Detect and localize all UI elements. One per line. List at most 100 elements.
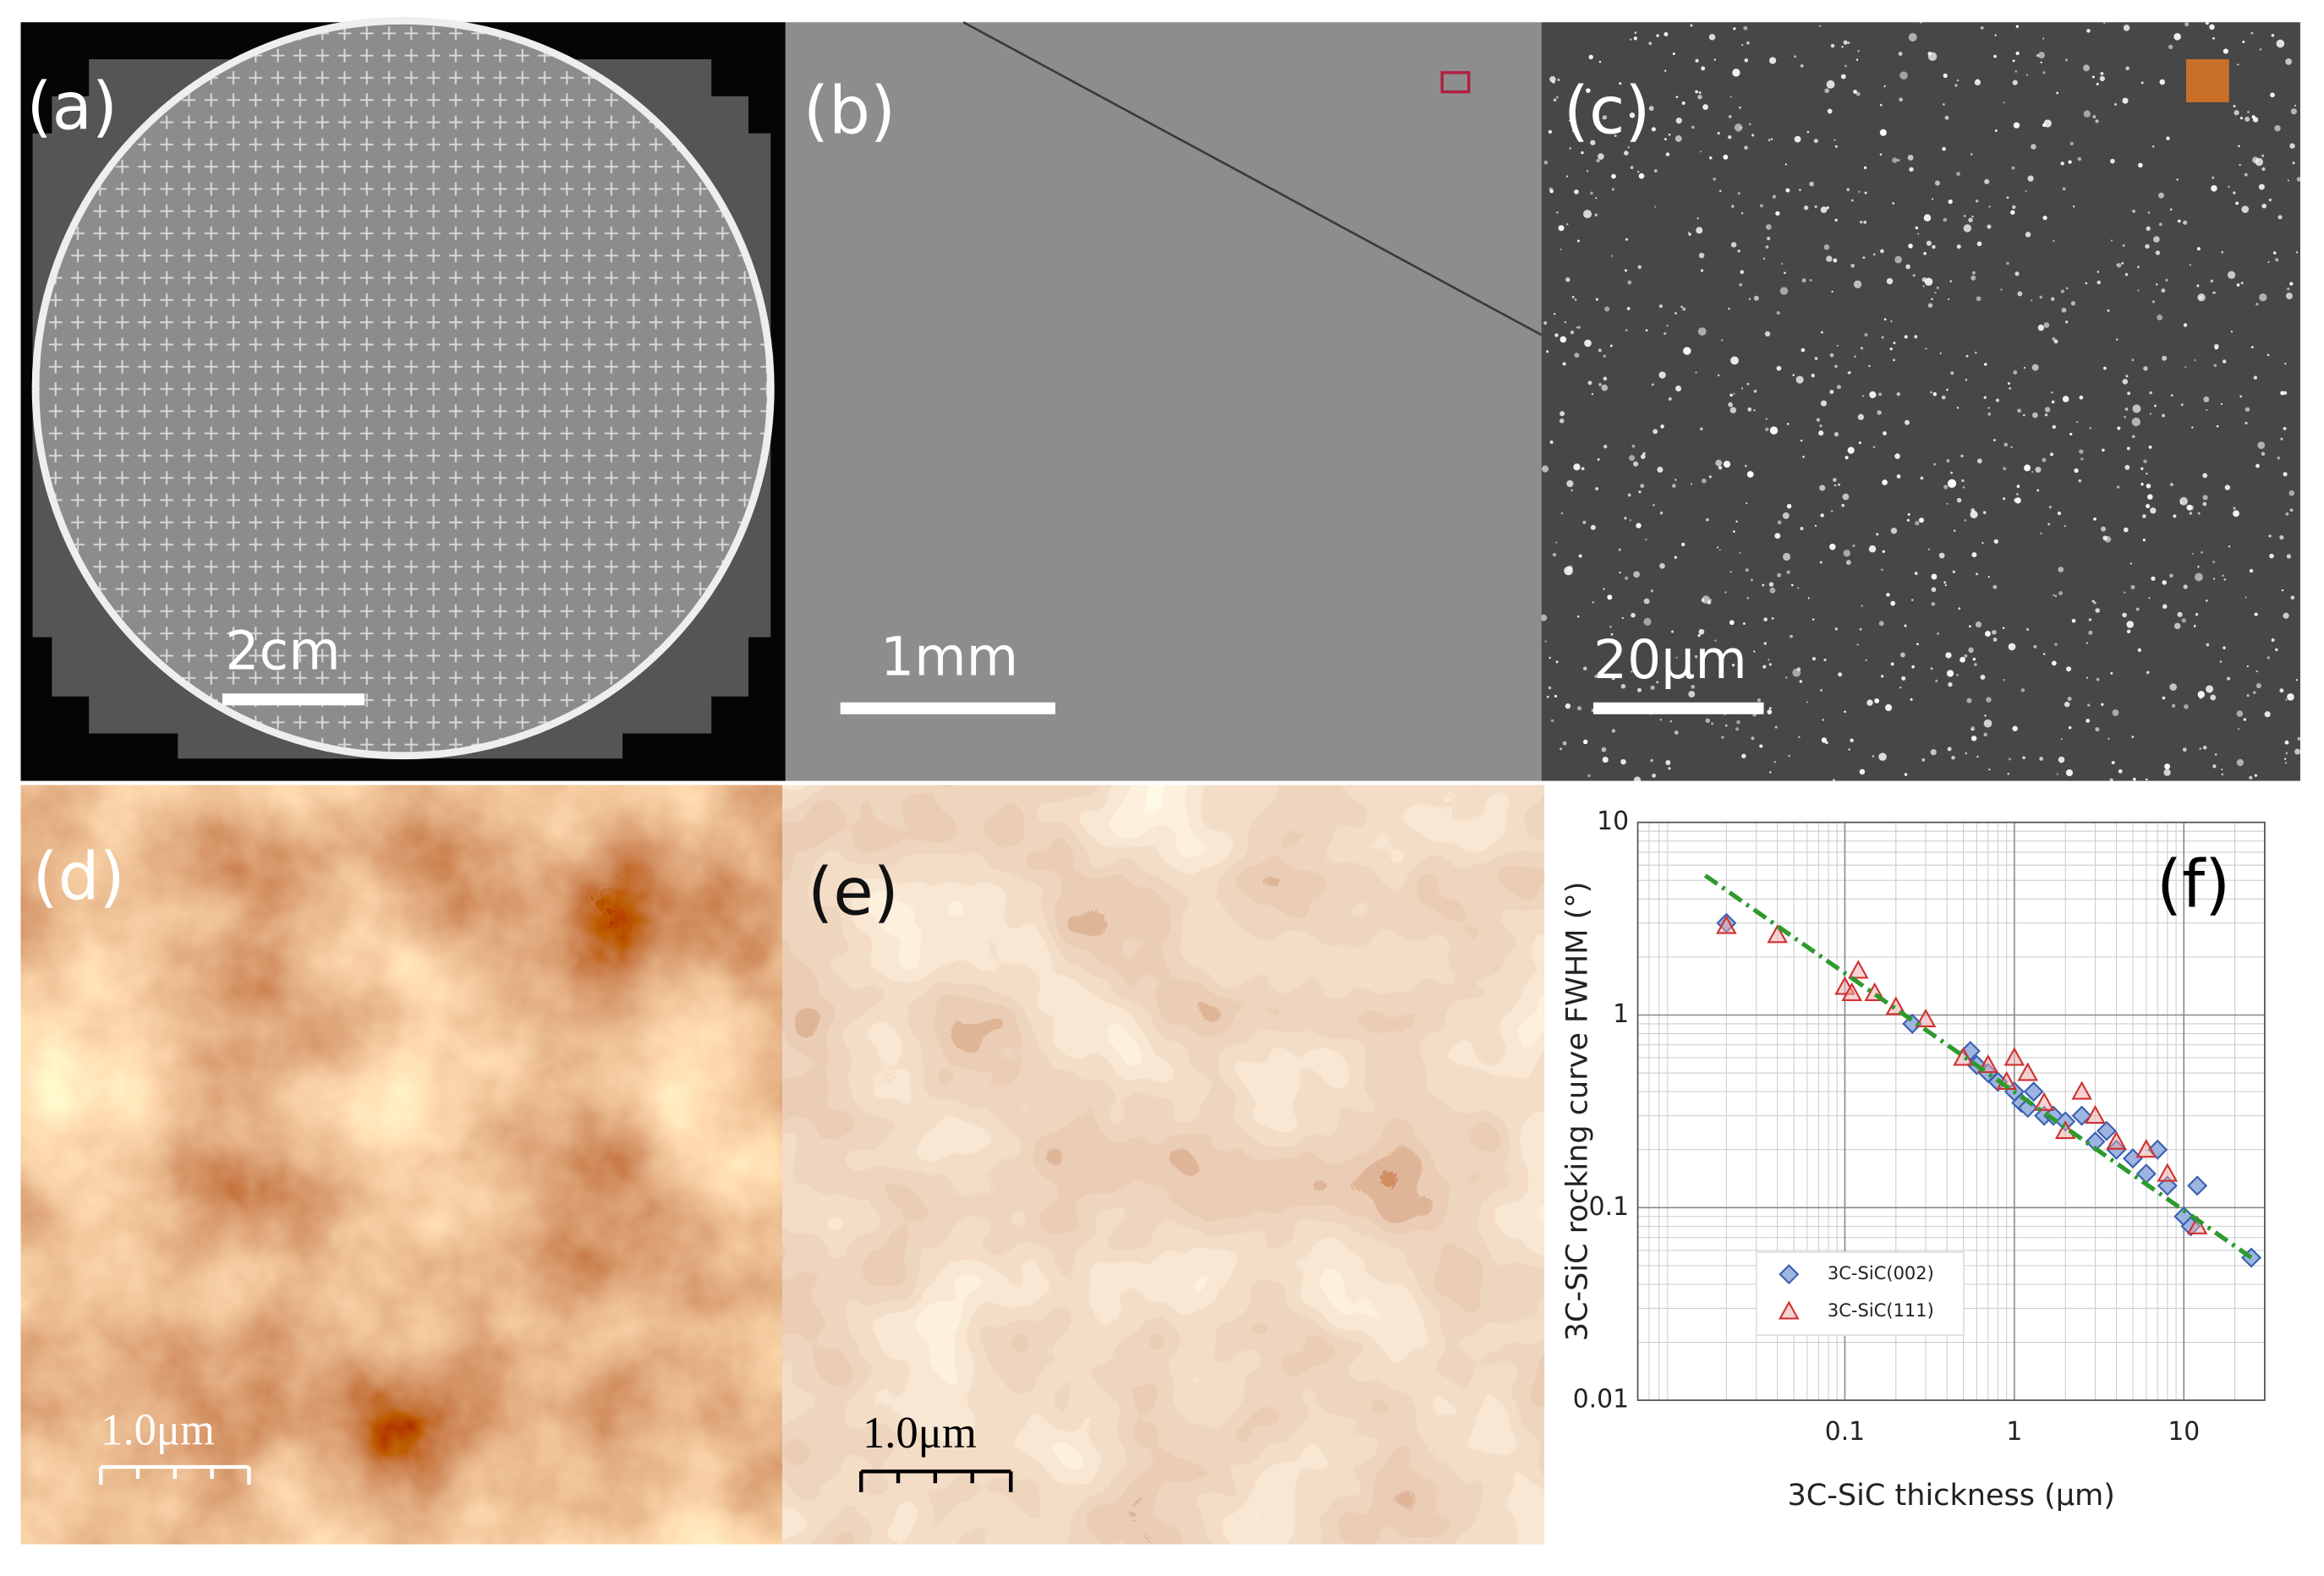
particle: [2031, 364, 2039, 371]
particle: [2177, 219, 2181, 223]
panel-b-bg: [785, 22, 1542, 781]
particle: [1860, 221, 1863, 224]
particle: [1737, 192, 1740, 195]
y-tick-label: 1: [1613, 999, 1629, 1029]
particle: [1609, 626, 1612, 628]
particle: [1702, 478, 1707, 484]
y-axis-label: 3C-SiC rocking curve FWHM (°): [1559, 882, 1594, 1342]
particle: [2051, 297, 2055, 301]
particle: [1770, 138, 1773, 140]
particle: [1728, 134, 1732, 140]
particle: [2080, 457, 2084, 461]
particle: [1590, 140, 1596, 145]
particle: [1698, 91, 1702, 95]
particle: [1620, 683, 1626, 689]
particle: [1625, 576, 1629, 580]
particle: [1768, 707, 1772, 710]
particle: [1970, 736, 1977, 741]
y-tick-label: 10: [1597, 807, 1629, 836]
particle: [2182, 747, 2187, 752]
particle: [1682, 307, 1686, 311]
particle: [2033, 644, 2037, 648]
particle: [1819, 561, 1822, 564]
particle: [2009, 758, 2011, 761]
marker: [2096, 1120, 2117, 1141]
particle: [1746, 597, 1750, 599]
particle: [1687, 232, 1690, 234]
particle: [2286, 554, 2291, 559]
particle: [2274, 125, 2281, 132]
particle: [1735, 727, 1740, 731]
particle: [1833, 779, 1835, 781]
particle: [1672, 52, 1675, 56]
particle: [1768, 582, 1774, 587]
particle: [1697, 633, 1701, 638]
particle: [1941, 395, 1946, 400]
particle: [2122, 244, 2125, 247]
particle: [1776, 365, 1782, 371]
particle: [2147, 211, 2151, 214]
particle: [1739, 107, 1741, 109]
particle: [2238, 145, 2240, 148]
particle: [2124, 408, 2129, 411]
particle: [2176, 178, 2179, 181]
particle: [2103, 366, 2107, 370]
particle: [1595, 196, 1598, 200]
particle: [2223, 578, 2227, 581]
particle: [1830, 44, 1835, 48]
particle: [1577, 326, 1581, 329]
particle: [1964, 215, 1966, 217]
particle: [1881, 675, 1884, 678]
particle: [1920, 476, 1924, 480]
particle: [1820, 331, 1823, 334]
particle: [2239, 117, 2244, 120]
particle: [1741, 753, 1746, 758]
particle: [2073, 205, 2075, 208]
particle: [2124, 591, 2126, 594]
particle: [2219, 660, 2223, 664]
particle: [1570, 489, 1573, 492]
particle: [2133, 777, 2136, 781]
particle: [1768, 139, 1771, 141]
particle: [1987, 576, 1990, 578]
particle: [1630, 166, 1634, 170]
particle: [2203, 396, 2210, 402]
particle: [1818, 25, 1822, 28]
particle: [2189, 512, 2192, 515]
particle: [1555, 541, 1558, 544]
particle: [1885, 703, 1893, 712]
particle: [1975, 199, 1979, 203]
particle: [2042, 71, 2046, 74]
particle: [1624, 269, 1627, 272]
particle: [1966, 698, 1972, 703]
particle: [1800, 527, 1804, 531]
particle: [2039, 757, 2043, 761]
particle: [2142, 514, 2146, 518]
particle: [2116, 263, 2118, 266]
particle: [2245, 407, 2250, 413]
particle: [2221, 251, 2223, 254]
particle: [1745, 464, 1747, 468]
particle: [2146, 778, 2148, 781]
particle: [1786, 570, 1790, 574]
particle: [2277, 457, 2280, 460]
particle: [1969, 625, 1971, 628]
particle: [2016, 484, 2020, 489]
particle: [1882, 479, 1888, 485]
particle: [1965, 752, 1968, 755]
particle: [1809, 181, 1814, 187]
particle: [1827, 108, 1833, 114]
particle: [2140, 483, 2144, 486]
particle: [1774, 533, 1781, 539]
particle: [2077, 156, 2082, 161]
particle: [1943, 484, 1949, 490]
particle: [1970, 511, 1978, 519]
particle: [1976, 241, 1982, 247]
particle: [1965, 354, 1969, 358]
particle: [1632, 657, 1636, 660]
particle: [2210, 279, 2214, 283]
particle: [1879, 129, 1887, 136]
particle: [2053, 239, 2055, 243]
particle: [2197, 691, 2206, 698]
particle: [2102, 448, 2105, 452]
